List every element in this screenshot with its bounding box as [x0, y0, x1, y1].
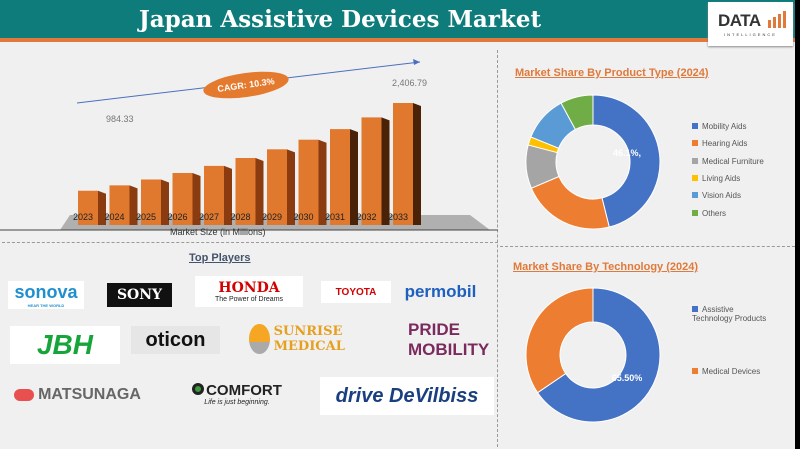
bar-side	[98, 190, 106, 225]
x-tick-label: 2023	[73, 212, 94, 222]
logo-jbh: JBH	[10, 326, 120, 364]
divider	[2, 242, 498, 243]
logo-sonova: sonova HEAR THE WORLD	[8, 281, 84, 309]
x-tick-label: 2033	[388, 212, 409, 222]
legend-item: Mobility Aids	[692, 122, 767, 131]
legend-item: Others	[692, 209, 767, 218]
bar-side	[161, 179, 169, 225]
header: Japan Assistive Devices Market	[0, 0, 795, 42]
x-tick-label: 2032	[356, 212, 377, 222]
logo-subtext: INTELLIGENCE	[724, 32, 777, 37]
logo-oticon: oticon	[131, 326, 220, 354]
bar-2030	[298, 139, 319, 225]
bar-side	[381, 117, 390, 225]
x-tick-label: 2031	[325, 212, 346, 222]
logo-pride-mobility: PRIDE MOBILITY	[408, 320, 490, 359]
bar-2025	[141, 179, 161, 225]
data-label-2024: 984.33	[106, 114, 134, 124]
bar-2033	[393, 103, 413, 225]
slice-data-label: 46.1%,	[613, 148, 641, 158]
legend-item: Hearing Aids	[692, 139, 767, 148]
bar-2031	[330, 129, 350, 225]
product-type-title: Market Share By Product Type (2024)	[515, 67, 709, 79]
logo-drive-devilbiss: drive DeVilbiss	[320, 377, 494, 415]
x-tick-label: 2025	[136, 212, 157, 222]
top-players-title: Top Players	[189, 252, 251, 264]
logo-sunrise-medical: SUNRISE MEDICAL	[249, 322, 373, 356]
slice-medical-devices	[525, 287, 594, 394]
x-tick-label: 2026	[167, 212, 188, 222]
bar-side	[287, 149, 295, 225]
brand-logo: DATA INTELLIGENCE	[708, 2, 793, 46]
bar-2029	[267, 149, 287, 225]
bar-side	[224, 165, 232, 225]
page-title: Japan Assistive Devices Market	[138, 6, 542, 33]
bar-side	[255, 158, 264, 225]
legend-item: Vision Aids	[692, 191, 767, 200]
arrow-head	[413, 59, 420, 65]
logo-matsunaga: MATSUNAGA	[5, 384, 150, 406]
bar-2026	[172, 172, 193, 225]
bar-2027	[204, 165, 224, 225]
logo-sony: SONY	[107, 283, 172, 307]
bar-side	[192, 172, 201, 225]
logo-honda: HONDA The Power of Dreams	[195, 276, 303, 307]
bar-side	[413, 103, 421, 225]
bar-2024	[109, 185, 130, 225]
logo-comfort: COMFORT Life is just beginning.	[178, 375, 296, 413]
bar-side	[129, 185, 138, 225]
bar-chart	[0, 59, 498, 231]
legend-item: Medical Furniture	[692, 157, 767, 166]
x-axis-label: Market Size (in Millions)	[170, 227, 266, 237]
slice-others	[560, 94, 594, 131]
slice-hearing-aids	[530, 175, 610, 230]
slice-assistive-technology-products	[536, 287, 661, 423]
left-panel	[2, 50, 498, 447]
slice-data-label: 65.50%	[612, 373, 643, 383]
bar-2028	[235, 158, 256, 225]
product-type-donut: 46.1%,	[525, 94, 661, 230]
legend-item: Living Aids	[692, 174, 767, 183]
x-tick-label: 2024	[104, 212, 125, 222]
x-tick-label: 2030	[293, 212, 314, 222]
technology-title: Market Share By Technology (2024)	[513, 261, 699, 273]
bar-side	[318, 139, 327, 225]
slice-mobility-aids	[592, 94, 661, 228]
legend-item: Medical Devices	[692, 367, 767, 376]
x-tick-label: 2028	[230, 212, 251, 222]
data-label-2033: 2,406.79	[392, 78, 428, 88]
logo-permobil: permobil	[404, 282, 477, 301]
legend-item: Assistive Technology Products	[692, 305, 767, 323]
bar-side	[350, 129, 358, 225]
x-tick-label: 2029	[262, 212, 283, 222]
technology-donut: 65.50%	[525, 287, 661, 423]
bar-2023	[78, 190, 98, 225]
logo-text: DATA	[718, 11, 761, 30]
bar-2032	[361, 117, 382, 225]
logo-toyota: TOYOTA	[321, 281, 391, 303]
x-tick-label: 2027	[199, 212, 220, 222]
